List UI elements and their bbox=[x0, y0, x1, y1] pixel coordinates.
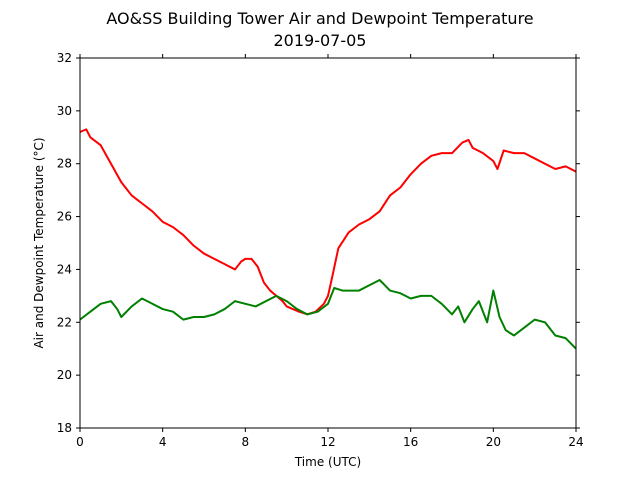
y-tick-label: 30 bbox=[57, 104, 72, 118]
y-tick-label: 32 bbox=[57, 51, 72, 65]
y-tick-label: 18 bbox=[57, 421, 72, 435]
x-tick-label: 4 bbox=[159, 435, 167, 449]
plot-area bbox=[79, 128, 577, 350]
x-tick-label: 20 bbox=[486, 435, 501, 449]
x-tick-label: 16 bbox=[403, 435, 418, 449]
x-axis-label: Time (UTC) bbox=[294, 455, 361, 469]
y-axis-label: Air and Dewpoint Temperature (°C) bbox=[32, 137, 46, 348]
y-tick-label: 26 bbox=[57, 210, 72, 224]
axis-ticks: 0 4 8 12 16 20 24 18 20 22 24 26 28 30 32 bbox=[57, 51, 584, 449]
x-tick-label: 12 bbox=[320, 435, 335, 449]
y-tick-label: 24 bbox=[57, 262, 72, 276]
x-tick-label: 0 bbox=[76, 435, 84, 449]
chart-title: AO&SS Building Tower Air and Dewpoint Te… bbox=[106, 9, 533, 28]
x-tick-label: 8 bbox=[242, 435, 250, 449]
plot-frame bbox=[79, 57, 577, 429]
chart-subtitle: 2019-07-05 bbox=[274, 31, 367, 50]
dewpoint-temperature-line bbox=[79, 279, 577, 350]
y-tick-label: 28 bbox=[57, 157, 72, 171]
x-tick-label: 24 bbox=[568, 435, 583, 449]
y-tick-label: 22 bbox=[57, 315, 72, 329]
air-temperature-line bbox=[79, 128, 577, 316]
y-tick-label: 20 bbox=[57, 368, 72, 382]
